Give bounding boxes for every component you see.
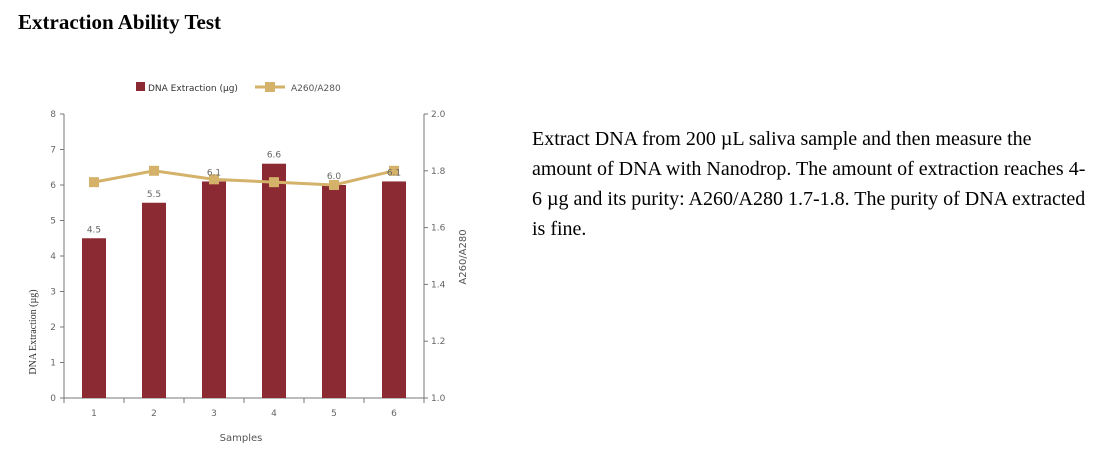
bar (382, 181, 406, 398)
x-axis-label: Samples (220, 433, 263, 444)
y2-tick-label: 1.6 (431, 224, 446, 234)
purity-point (329, 180, 339, 190)
y2-tick-label: 1.4 (431, 280, 446, 290)
purity-line-path (93, 169, 395, 187)
x-tick-label: 1 (91, 409, 97, 419)
bar-value-label: 5.5 (147, 190, 161, 200)
y2-axis-label: A260/A280 (458, 229, 469, 284)
purity-point (209, 174, 219, 185)
legend-label-dna-extraction: DNA Extraction (µg) (148, 84, 238, 94)
axes: 0 1 2 3 4 5 6 7 8 1.0 1.2 1.4 1.6 1.8 2.0 1 2 3 4 5 6 (50, 110, 445, 419)
purity-point (149, 165, 159, 176)
purity-point (89, 177, 99, 188)
purity-point (389, 165, 399, 176)
description-text: Extract DNA from 200 µL saliva sample an… (532, 128, 1086, 240)
bar-value-label: 6.0 (327, 172, 342, 182)
y2-tick-label: 1.0 (431, 394, 446, 404)
y-tick-label: 6 (50, 181, 56, 191)
y-tick-label: 7 (50, 146, 56, 156)
y2-tick-label: 1.8 (431, 167, 446, 177)
bars (82, 163, 406, 398)
legend-marker-a260-a280 (265, 82, 275, 92)
y-tick-label: 8 (50, 110, 56, 120)
legend-label-a260-a280: A260/A280 (291, 84, 341, 94)
x-tick-label: 4 (271, 409, 277, 419)
chart-svg: DNA Extraction (µg) A260/A280 0 1 2 3 4 5 6 7 8 1… (28, 82, 469, 444)
bar (82, 238, 106, 398)
bar (202, 181, 226, 398)
purity-point (269, 177, 279, 188)
x-tick-label: 3 (211, 409, 217, 419)
x-tick-label: 5 (331, 409, 337, 419)
legend-swatch-dna-extraction (136, 82, 145, 91)
y-tick-label: 2 (50, 323, 56, 333)
bar-value-label: 6.6 (267, 151, 282, 161)
chart: DNA Extraction (µg) A260/A280 0 1 2 3 4 5 6 7 8 1… (0, 70, 480, 459)
y-tick-label: 5 (50, 217, 56, 227)
y-tick-label: 1 (50, 359, 56, 369)
y-tick-label: 3 (50, 288, 56, 298)
legend: DNA Extraction (µg) A260/A280 (136, 82, 341, 94)
y2-tick-label: 1.2 (431, 337, 445, 347)
data-labels: 4.5 5.5 6.1 6.6 6.0 6.1 (87, 151, 401, 236)
x-tick-label: 2 (151, 409, 157, 419)
bar (142, 202, 166, 398)
y-tick-label: 4 (50, 252, 56, 262)
purity-line (89, 165, 399, 190)
y2-tick-label: 2.0 (431, 110, 446, 120)
y-axis-label: DNA Extraction (µg) (28, 289, 39, 374)
x-tick-label: 6 (391, 409, 397, 419)
bar (262, 163, 286, 398)
bar-value-label: 6.1 (387, 168, 401, 178)
bar (322, 185, 346, 398)
bar-value-label: 6.1 (207, 168, 221, 178)
page-title: Extraction Ability Test (18, 10, 222, 34)
y-tick-label: 0 (50, 394, 56, 404)
bar-value-label: 4.5 (87, 225, 101, 235)
